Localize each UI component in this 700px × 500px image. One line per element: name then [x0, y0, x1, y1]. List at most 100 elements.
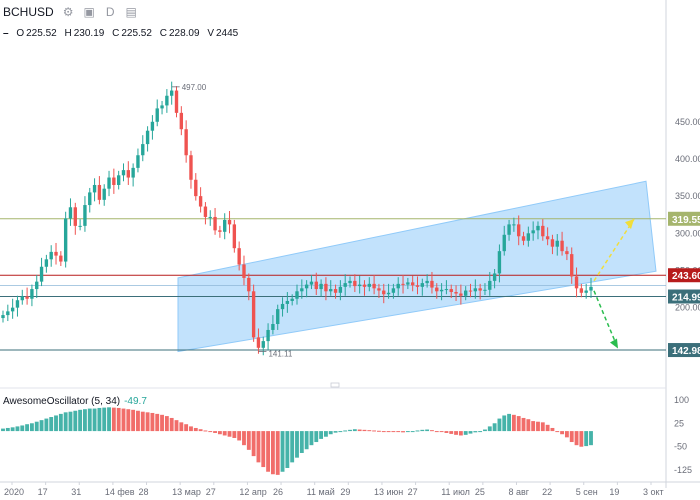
oscillator-bar	[487, 426, 492, 432]
indicator-name: AwesomeOscillator (5, 34)	[3, 396, 121, 407]
candle-body	[6, 311, 10, 316]
candle-body	[280, 303, 285, 310]
candle-body	[49, 251, 53, 260]
candle-body	[145, 130, 150, 145]
candle-body	[15, 300, 20, 308]
bullish-forecast-arrow[interactable]	[593, 218, 635, 282]
oscillator-bar	[478, 431, 483, 433]
candle-body	[468, 290, 473, 292]
oscillator-bar	[126, 409, 131, 432]
candle-body	[406, 282, 410, 285]
candle-body	[213, 216, 217, 231]
oscillator-bar	[492, 423, 497, 432]
close-value: 228.09	[168, 28, 200, 39]
price-tick-label: 300.00	[675, 228, 700, 238]
price-level-badge[interactable]	[668, 211, 700, 226]
oscillator-bar	[569, 431, 574, 443]
candle-body	[261, 341, 265, 348]
candle-body	[517, 224, 521, 237]
candle-body	[492, 273, 497, 281]
candle-body	[348, 280, 352, 284]
price-level-label: 243.60	[672, 271, 700, 282]
oscillator-bar	[343, 430, 348, 432]
settings-icon[interactable]: ⚙	[62, 4, 74, 19]
candle-body	[545, 236, 550, 240]
calendar-icon[interactable]: ▤	[125, 4, 137, 19]
oscillator-bar	[78, 409, 83, 432]
candle-body	[579, 288, 584, 293]
oscillator-bar	[15, 426, 20, 432]
candle-body	[300, 288, 304, 292]
indicator-tick-label: 25	[674, 418, 684, 428]
oscillator-bar	[357, 429, 362, 432]
indicator-value: -49.7	[124, 396, 147, 407]
oscillator-bar	[434, 431, 439, 433]
oscillator-bar	[164, 416, 169, 432]
candle-body	[464, 290, 468, 296]
candle-body	[386, 292, 391, 295]
candle-body	[35, 281, 39, 290]
pane-resize-handle[interactable]	[330, 382, 340, 388]
candle-body	[25, 296, 29, 299]
candle-body	[78, 225, 82, 227]
oscillator-bar	[444, 431, 449, 433]
oscillator-bar	[377, 430, 381, 432]
oscillator-bar	[246, 431, 251, 450]
oscillator-bar	[410, 431, 415, 433]
candle-body	[425, 280, 429, 284]
oscillator-bar	[536, 421, 540, 432]
oscillator-bar	[232, 431, 237, 438]
arrow-head-up	[625, 219, 634, 230]
candle-body	[1, 315, 5, 319]
candle-body	[73, 207, 77, 226]
oscillator-bar	[348, 429, 352, 432]
compare-icon[interactable]: ▣	[83, 4, 95, 19]
time-tick-label: 8 авг	[508, 487, 529, 497]
oscillator-bar	[256, 431, 261, 463]
price-level-badge[interactable]	[668, 268, 700, 283]
oscillator-bar	[102, 407, 107, 432]
candle-body	[107, 177, 111, 189]
oscillator-bar	[58, 413, 63, 432]
bearish-forecast-arrow[interactable]	[593, 290, 619, 349]
interval-icon[interactable]: D	[105, 4, 115, 19]
price-level-badge[interactable]	[668, 343, 700, 358]
candle-body	[10, 307, 15, 312]
oscillator-bar	[145, 412, 150, 432]
oscillator-bar	[39, 420, 44, 432]
oscillator-bar	[338, 431, 343, 433]
oscillator-bar	[391, 431, 396, 433]
parallel-channel[interactable]	[177, 180, 657, 353]
oscillator-bar	[169, 417, 174, 432]
candle-body	[141, 144, 145, 156]
oscillator-bar	[328, 431, 333, 435]
oscillator-bar	[531, 421, 536, 432]
candle-body	[521, 236, 526, 241]
candle-body	[502, 234, 506, 252]
oscillator-bar	[564, 431, 569, 438]
oscillator-bar	[415, 430, 420, 432]
indicator-tick-label: -125	[674, 465, 692, 475]
indicator-tick-label: 100	[674, 395, 689, 405]
candle-body	[112, 177, 116, 185]
candle-body	[44, 259, 49, 267]
candle-body	[488, 280, 492, 290]
candle-body	[184, 129, 188, 156]
symbol-label[interactable]: BCHUSD	[3, 5, 54, 19]
candle-body	[531, 230, 535, 234]
oscillator-bar	[49, 417, 54, 432]
oscillator-bar	[468, 431, 473, 434]
candle-body	[88, 192, 92, 206]
price-level-badge[interactable]	[668, 289, 700, 304]
collapse-icon[interactable]: –	[3, 28, 9, 39]
oscillator-bar	[266, 431, 271, 472]
indicator-legend[interactable]: AwesomeOscillator (5, 34) -49.7	[3, 396, 147, 407]
candle-body	[319, 283, 323, 290]
oscillator-bar	[68, 411, 73, 432]
oscillator-bar	[362, 429, 367, 432]
candle-body	[194, 179, 198, 197]
candle-body	[435, 287, 439, 292]
oscillator-bar	[579, 431, 584, 447]
oscillator-bar	[584, 431, 589, 447]
